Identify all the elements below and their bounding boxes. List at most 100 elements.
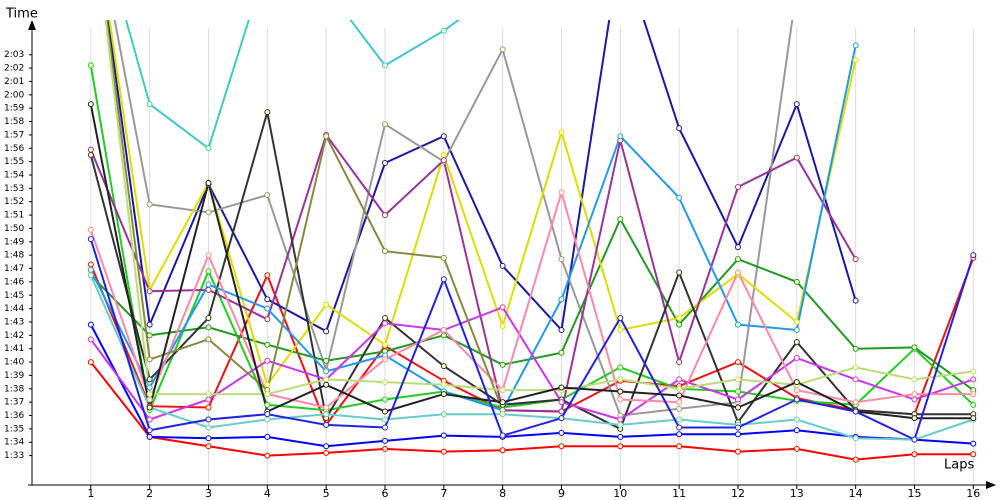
data-point xyxy=(676,399,683,406)
data-point xyxy=(440,254,447,261)
data-point xyxy=(558,429,565,436)
data-point xyxy=(793,154,800,161)
data-point xyxy=(734,359,741,366)
y-tick-label: 1:52 xyxy=(4,197,24,207)
data-point xyxy=(87,146,94,153)
data-point xyxy=(87,359,94,366)
data-point xyxy=(793,318,800,325)
data-point xyxy=(323,133,330,140)
data-point xyxy=(793,427,800,434)
data-point xyxy=(793,379,800,386)
data-point xyxy=(852,408,859,415)
data-point xyxy=(87,62,94,69)
data-point xyxy=(264,305,271,312)
x-axis-title: Laps xyxy=(944,458,974,473)
data-point xyxy=(146,201,153,208)
y-tick-label: 1:47 xyxy=(4,264,24,274)
data-point xyxy=(676,385,683,392)
data-point xyxy=(323,301,330,308)
data-point xyxy=(381,320,388,327)
data-point xyxy=(264,433,271,440)
data-point xyxy=(440,276,447,283)
data-point xyxy=(440,411,447,418)
data-point xyxy=(440,381,447,388)
data-point xyxy=(323,404,330,411)
data-point xyxy=(852,57,859,64)
data-point xyxy=(734,404,741,411)
data-point xyxy=(440,448,447,455)
series-line xyxy=(105,20,504,411)
data-point xyxy=(87,261,94,268)
data-point xyxy=(323,368,330,375)
data-point xyxy=(558,384,565,391)
x-tick-label: 11 xyxy=(672,487,686,500)
series-line xyxy=(89,324,974,448)
y-tick-label: 1:44 xyxy=(4,304,24,314)
x-tick-label: 1 xyxy=(87,487,94,500)
data-point xyxy=(381,248,388,255)
data-point xyxy=(499,387,506,394)
data-point xyxy=(205,424,212,431)
series-line xyxy=(125,20,461,150)
data-point xyxy=(970,415,977,422)
data-point xyxy=(146,391,153,398)
data-point xyxy=(205,268,212,275)
data-point xyxy=(676,443,683,450)
y-tick-label: 1:34 xyxy=(4,438,24,448)
data-point xyxy=(146,433,153,440)
data-point xyxy=(793,355,800,362)
series-line xyxy=(104,20,974,396)
series-line xyxy=(89,132,857,413)
data-point xyxy=(205,145,212,152)
y-tick-label: 2:01 xyxy=(4,77,24,87)
data-point xyxy=(558,256,565,263)
series-line xyxy=(89,65,974,414)
y-tick-label: 1:51 xyxy=(4,211,24,221)
data-point xyxy=(381,379,388,386)
data-point xyxy=(793,339,800,346)
data-point xyxy=(323,421,330,428)
data-point xyxy=(970,401,977,408)
data-point xyxy=(381,159,388,166)
data-point xyxy=(558,408,565,415)
series-line xyxy=(106,20,857,333)
data-point xyxy=(146,376,153,383)
x-tick-label: 2 xyxy=(146,487,153,500)
data-point xyxy=(87,226,94,233)
data-point xyxy=(911,396,918,403)
data-point xyxy=(205,404,212,411)
data-point xyxy=(793,396,800,403)
data-point xyxy=(734,431,741,438)
data-point xyxy=(617,133,624,140)
data-point xyxy=(146,416,153,423)
data-point xyxy=(911,451,918,458)
data-point xyxy=(617,433,624,440)
data-point xyxy=(440,332,447,339)
x-tick-label: 8 xyxy=(499,487,506,500)
x-tick-label: 16 xyxy=(966,487,980,500)
data-point xyxy=(499,411,506,418)
x-tick-label: 4 xyxy=(264,487,271,500)
data-point xyxy=(558,399,565,406)
data-point xyxy=(264,316,271,323)
data-point xyxy=(87,101,94,108)
x-axis-arrow xyxy=(986,481,996,489)
y-tick-label: 1:53 xyxy=(4,184,24,194)
data-point xyxy=(734,376,741,383)
series-line xyxy=(89,104,974,420)
data-point xyxy=(617,421,624,428)
data-point xyxy=(676,125,683,132)
data-point xyxy=(852,256,859,263)
data-point xyxy=(205,281,212,288)
data-point xyxy=(264,411,271,418)
y-tick-label: 1:37 xyxy=(4,398,24,408)
data-point xyxy=(734,244,741,251)
y-tick-label: 1:43 xyxy=(4,317,24,327)
data-point xyxy=(676,321,683,328)
data-point xyxy=(87,266,94,273)
data-point xyxy=(264,109,271,116)
data-point xyxy=(676,359,683,366)
tick-labels: 1 2 3 4 5 6 7 8 9 10 11 12 13 14 15 161:331:341:351:361… xyxy=(4,50,980,500)
data-point xyxy=(558,129,565,136)
data-point xyxy=(852,297,859,304)
